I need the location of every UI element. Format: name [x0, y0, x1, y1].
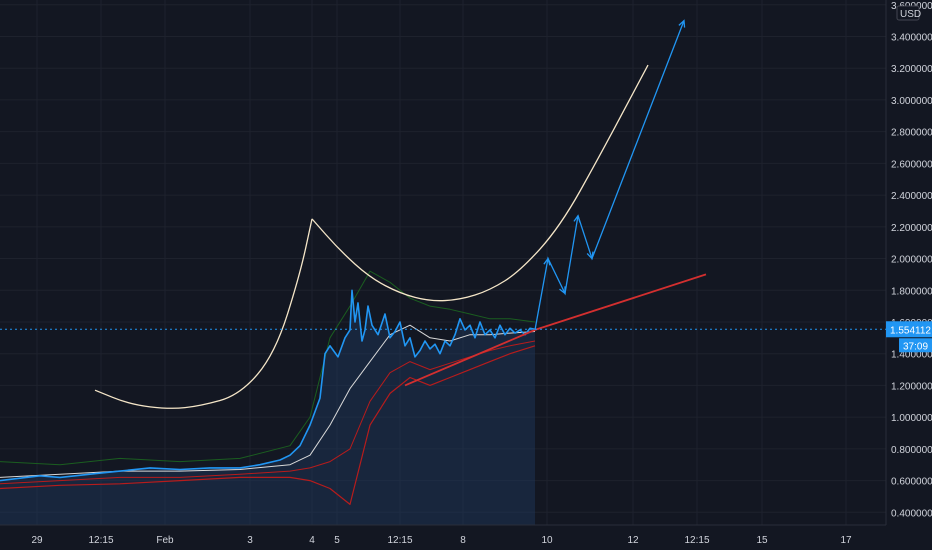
x-tick-label: Feb	[156, 535, 174, 546]
series-line-upper-band	[0, 270, 536, 466]
y-tick-label: 3.200000	[891, 64, 932, 75]
x-tick-label: 12:15	[684, 535, 709, 546]
x-tick-label: 15	[756, 535, 768, 546]
overlay: 1.554112 37:09	[0, 321, 932, 353]
x-tick-label: 17	[840, 535, 852, 546]
y-tick-label: 0.800000	[891, 445, 932, 456]
y-tick-label: 1.400000	[891, 350, 932, 361]
series-line-lower-band	[0, 345, 536, 505]
projection-arrowhead	[573, 214, 581, 223]
y-tick-label: 2.000000	[891, 255, 932, 266]
x-tick-label: 4	[309, 535, 315, 546]
time-axis[interactable]	[0, 525, 886, 550]
y-tick-label: 0.600000	[891, 477, 932, 488]
y-tick-label: 2.600000	[891, 159, 932, 170]
price-area	[0, 290, 535, 525]
x-tick-label: 12:15	[88, 535, 113, 546]
projection-arrowhead	[678, 19, 686, 28]
price-axis[interactable]	[886, 0, 932, 525]
x-tick-label: 3	[247, 535, 253, 546]
projection-arrowhead	[586, 251, 594, 260]
x-axis-ticks: 29 12:15 Feb 3 4 5 12:15 8 10 12 12:15 15 17	[31, 535, 852, 546]
x-tick-label: 5	[334, 535, 340, 546]
y-tick-label: 2.800000	[891, 128, 932, 139]
y-tick-label: 2.200000	[891, 223, 932, 234]
y-tick-label: 0.400000	[891, 508, 932, 519]
y-tick-label: 2.400000	[891, 191, 932, 202]
current-price-label: 1.554112	[890, 325, 931, 336]
y-tick-label: 1.800000	[891, 286, 932, 297]
currency-label: USD	[900, 9, 921, 20]
cup-curve-right	[311, 64, 649, 302]
currency-button[interactable]	[896, 5, 920, 21]
series-line-price	[0, 289, 536, 482]
x-tick-label: 12:15	[387, 535, 412, 546]
x-tick-label: 10	[541, 535, 553, 546]
price-area-fill	[0, 290, 535, 525]
cup-curve-left	[94, 218, 313, 409]
x-tick-label: 8	[460, 535, 466, 546]
y-tick-label: 1.200000	[891, 381, 932, 392]
grid	[0, 0, 886, 525]
projection-path	[534, 20, 685, 331]
countdown-label: 37:09	[903, 341, 928, 352]
countdown-tag	[899, 338, 932, 353]
y-tick-label: 3.400000	[891, 32, 932, 43]
y-tick-label: 3.000000	[891, 96, 932, 107]
projection-arrowhead	[543, 257, 551, 266]
y-tick-label: 1.000000	[891, 413, 932, 424]
x-tick-label: 12	[627, 535, 639, 546]
series-layer	[0, 270, 536, 505]
x-tick-label: 29	[31, 535, 43, 546]
projection-arrowhead	[559, 286, 566, 295]
current-price-tag	[886, 321, 932, 338]
drawings-layer	[94, 19, 707, 409]
